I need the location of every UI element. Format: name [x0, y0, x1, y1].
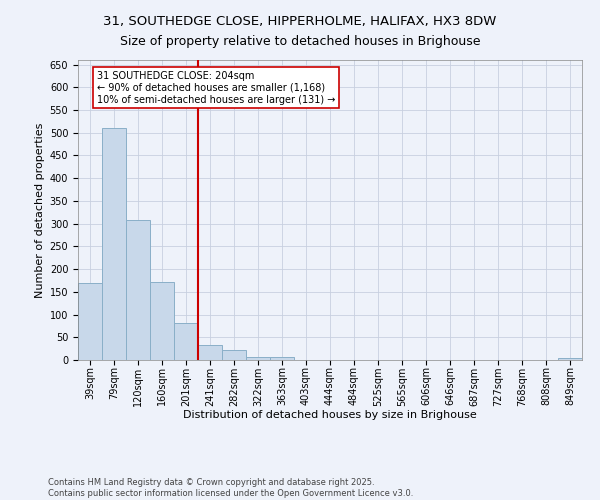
Bar — [174, 322, 198, 360]
Y-axis label: Number of detached properties: Number of detached properties — [35, 122, 46, 298]
Bar — [198, 344, 222, 360]
Bar — [270, 357, 294, 360]
Bar — [558, 358, 582, 360]
X-axis label: Distribution of detached houses by size in Brighouse: Distribution of detached houses by size … — [183, 410, 477, 420]
Bar — [222, 350, 246, 360]
Bar — [246, 357, 270, 360]
Text: Size of property relative to detached houses in Brighouse: Size of property relative to detached ho… — [120, 35, 480, 48]
Text: 31 SOUTHEDGE CLOSE: 204sqm
← 90% of detached houses are smaller (1,168)
10% of s: 31 SOUTHEDGE CLOSE: 204sqm ← 90% of deta… — [97, 72, 335, 104]
Bar — [78, 282, 102, 360]
Bar — [126, 220, 150, 360]
Text: 31, SOUTHEDGE CLOSE, HIPPERHOLME, HALIFAX, HX3 8DW: 31, SOUTHEDGE CLOSE, HIPPERHOLME, HALIFA… — [103, 15, 497, 28]
Text: Contains HM Land Registry data © Crown copyright and database right 2025.
Contai: Contains HM Land Registry data © Crown c… — [48, 478, 413, 498]
Bar — [150, 282, 174, 360]
Bar — [102, 128, 126, 360]
